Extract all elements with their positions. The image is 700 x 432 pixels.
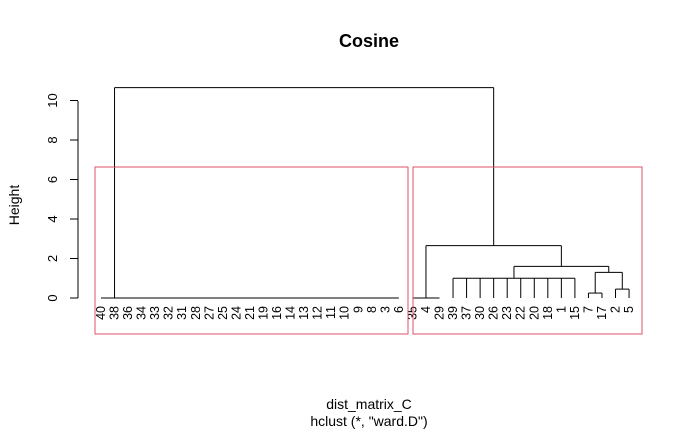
y-tick-label: 6 bbox=[45, 176, 60, 183]
leaf-label: 23 bbox=[500, 306, 514, 320]
leaf-label: 12 bbox=[311, 306, 325, 320]
y-tick-label: 0 bbox=[45, 294, 60, 301]
leaf-label: 32 bbox=[162, 306, 176, 320]
leaf-label: 20 bbox=[527, 306, 541, 320]
leaf-label: 25 bbox=[216, 306, 230, 320]
leaf-label: 19 bbox=[256, 306, 270, 320]
chart-title: Cosine bbox=[339, 31, 399, 51]
leaf-label: 31 bbox=[175, 306, 189, 320]
leaf-label: 2 bbox=[609, 306, 623, 313]
y-tick-label: 4 bbox=[45, 215, 60, 222]
leaf-label: 22 bbox=[514, 306, 528, 320]
leaf-label: 40 bbox=[94, 306, 108, 320]
leaf-label: 7 bbox=[581, 306, 595, 313]
leaf-label: 15 bbox=[568, 306, 582, 320]
cluster-boxes bbox=[94, 166, 643, 335]
leaf-label: 34 bbox=[135, 306, 149, 320]
y-tick-label: 2 bbox=[45, 255, 60, 262]
leaf-label: 1 bbox=[554, 306, 568, 313]
leaf-label: 9 bbox=[351, 306, 365, 313]
leaf-label: 28 bbox=[189, 306, 203, 320]
y-axis: 0 2 4 6 8 10 bbox=[45, 93, 79, 302]
leaf-label: 36 bbox=[121, 306, 135, 320]
leaf-label: 13 bbox=[297, 306, 311, 320]
leaf-labels: 40 38 36 34 33 32 31 28 27 25 24 21 19 16 14 13 12 11 10 9 8… bbox=[94, 306, 636, 320]
y-axis-label: Height bbox=[6, 185, 22, 226]
leaf-label: 18 bbox=[541, 306, 555, 320]
leaf-label: 37 bbox=[460, 306, 474, 320]
leaf-label: 27 bbox=[202, 306, 216, 320]
method-subtitle: hclust (*, "ward.D") bbox=[310, 413, 427, 429]
leaf-label: 11 bbox=[324, 306, 338, 319]
leaf-label: 10 bbox=[338, 306, 352, 320]
leaf-label: 17 bbox=[595, 306, 609, 320]
leaf-label: 38 bbox=[108, 306, 122, 320]
leaf-label: 3 bbox=[378, 306, 392, 313]
leaf-label: 6 bbox=[392, 306, 406, 313]
x-axis-label: dist_matrix_C bbox=[326, 396, 412, 412]
leaf-label: 8 bbox=[365, 306, 379, 313]
leaf-label: 21 bbox=[243, 306, 257, 320]
leaf-label: 4 bbox=[419, 306, 433, 313]
dendrogram-tree bbox=[101, 87, 630, 299]
cluster-box bbox=[94, 166, 409, 335]
leaf-label: 35 bbox=[405, 306, 419, 320]
leaf-label: 30 bbox=[473, 306, 487, 320]
leaf-label: 5 bbox=[622, 306, 636, 313]
leaf-label: 29 bbox=[433, 306, 447, 320]
y-tick-label: 8 bbox=[45, 136, 60, 143]
leaf-label: 26 bbox=[487, 306, 501, 320]
leaf-label: 14 bbox=[284, 306, 298, 320]
y-tick-label: 10 bbox=[45, 93, 60, 107]
leaf-label: 33 bbox=[148, 306, 162, 320]
leaf-label: 39 bbox=[446, 306, 460, 320]
leaf-label: 24 bbox=[229, 306, 243, 320]
cluster-box bbox=[412, 166, 643, 335]
leaf-label: 16 bbox=[270, 306, 284, 320]
